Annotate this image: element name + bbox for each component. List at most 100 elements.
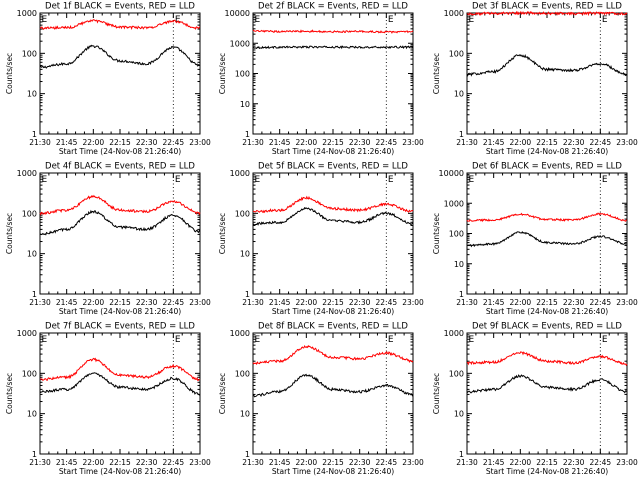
event-marker-label: E bbox=[255, 15, 261, 25]
x-tick-label: 21:45 bbox=[269, 458, 291, 467]
y-axis-label: Counts/sec bbox=[432, 373, 441, 414]
event-marker-label: E bbox=[42, 15, 48, 25]
y-tick-label: 1000 bbox=[444, 329, 464, 338]
x-axis-label: Start Time (24-Nov-08 21:26:40) bbox=[59, 147, 181, 156]
panel-title: Det 2f BLACK = Events, RED = LLD bbox=[258, 2, 408, 12]
series-line-events bbox=[466, 54, 628, 77]
y-tick-label: 100 bbox=[449, 369, 464, 378]
x-tick-label: 22:45 bbox=[590, 458, 612, 467]
y-axis-label: Counts/sec bbox=[218, 213, 227, 254]
y-tick-label: 1 bbox=[245, 130, 250, 139]
x-tick-label: 22:30 bbox=[136, 138, 158, 147]
y-tick-label: 1 bbox=[32, 450, 37, 459]
y-tick-label: 1 bbox=[459, 450, 464, 459]
x-tick-label: 22:30 bbox=[563, 458, 585, 467]
x-tick-label: 21:30 bbox=[29, 138, 51, 147]
y-tick-label: 10 bbox=[240, 250, 250, 259]
x-tick-label: 22:00 bbox=[83, 298, 105, 307]
y-tick-label: 1 bbox=[32, 130, 37, 139]
x-tick-label: 22:15 bbox=[536, 138, 558, 147]
x-tick-label: 21:30 bbox=[29, 458, 51, 467]
series-line-lld bbox=[252, 195, 414, 214]
y-tick-label: 1 bbox=[459, 290, 464, 299]
x-tick-label: 22:30 bbox=[563, 138, 585, 147]
panel-title: Det 9f BLACK = Events, RED = LLD bbox=[472, 322, 622, 332]
x-tick-label: 23:00 bbox=[189, 138, 211, 147]
y-tick-label: 100 bbox=[22, 209, 37, 218]
detector-panel-2: Det 2f BLACK = Events, RED = LLD 1 10 100 10… bbox=[218, 2, 424, 157]
detector-panel-8: Det 8f BLACK = Events, RED = LLD 1 10 100 10… bbox=[218, 322, 424, 477]
panel-title: Det 5f BLACK = Events, RED = LLD bbox=[258, 162, 408, 172]
y-tick-label: 1000 bbox=[17, 329, 37, 338]
panel-title: Det 7f BLACK = Events, RED = LLD bbox=[45, 322, 195, 332]
y-tick-label: 10 bbox=[27, 250, 37, 259]
event-marker-label: E bbox=[388, 15, 394, 25]
event-marker-label: E bbox=[469, 335, 475, 345]
detector-panel-6: Det 6f BLACK = Events, RED = LLD 1 10 100 10… bbox=[432, 162, 638, 317]
y-tick-label: 10 bbox=[27, 410, 37, 419]
event-marker-label: E bbox=[388, 335, 394, 345]
event-marker-label: E bbox=[42, 335, 48, 345]
detector-panel-3: Det 3f BLACK = Events, RED = LLD 1 10 100 10… bbox=[432, 2, 638, 157]
x-tick-label: 21:30 bbox=[456, 298, 478, 307]
x-tick-label: 21:45 bbox=[269, 298, 291, 307]
event-marker-label: E bbox=[255, 175, 261, 185]
x-tick-label: 22:15 bbox=[536, 458, 558, 467]
y-axis-label: Counts/sec bbox=[218, 53, 227, 94]
event-marker-label: E bbox=[175, 335, 181, 345]
x-tick-label: 22:00 bbox=[296, 298, 318, 307]
series-line-lld bbox=[39, 357, 201, 382]
x-tick-label: 22:30 bbox=[136, 458, 158, 467]
panel-title: Det 1f BLACK = Events, RED = LLD bbox=[45, 2, 195, 12]
y-axis-label: Counts/sec bbox=[432, 213, 441, 254]
y-axis-label: Counts/sec bbox=[5, 373, 14, 414]
x-tick-label: 23:00 bbox=[616, 298, 638, 307]
y-tick-label: 1000 bbox=[444, 199, 464, 208]
x-tick-label: 23:00 bbox=[616, 458, 638, 467]
plot-frame bbox=[39, 172, 201, 295]
y-axis-label: Counts/sec bbox=[218, 373, 227, 414]
panel-title: Det 3f BLACK = Events, RED = LLD bbox=[472, 2, 622, 12]
x-tick-label: 22:15 bbox=[109, 138, 131, 147]
x-tick-label: 21:45 bbox=[56, 298, 78, 307]
y-tick-label: 1000 bbox=[230, 39, 250, 48]
x-tick-label: 22:15 bbox=[536, 298, 558, 307]
event-marker-label: E bbox=[388, 175, 394, 185]
y-tick-label: 100 bbox=[449, 49, 464, 58]
x-tick-label: 22:15 bbox=[322, 458, 344, 467]
y-tick-label: 1000 bbox=[444, 9, 464, 18]
x-tick-label: 21:30 bbox=[242, 138, 264, 147]
series-line-lld bbox=[466, 212, 628, 223]
x-tick-label: 21:30 bbox=[29, 298, 51, 307]
series-line-events bbox=[39, 372, 201, 396]
x-tick-label: 22:30 bbox=[349, 138, 371, 147]
x-tick-label: 22:00 bbox=[296, 138, 318, 147]
x-tick-label: 22:30 bbox=[136, 298, 158, 307]
x-tick-label: 22:00 bbox=[510, 298, 532, 307]
x-axis-label: Start Time (24-Nov-08 21:26:40) bbox=[486, 467, 608, 476]
event-marker-label: E bbox=[469, 175, 475, 185]
y-tick-label: 10 bbox=[240, 100, 250, 109]
x-tick-label: 21:45 bbox=[56, 138, 78, 147]
y-tick-label: 1000 bbox=[230, 169, 250, 178]
y-tick-label: 10000 bbox=[225, 9, 250, 18]
series-line-events bbox=[466, 231, 628, 248]
y-tick-label: 1000 bbox=[17, 9, 37, 18]
y-tick-label: 100 bbox=[22, 49, 37, 58]
y-tick-label: 1 bbox=[245, 290, 250, 299]
x-tick-label: 23:00 bbox=[402, 138, 424, 147]
plot-frame bbox=[252, 172, 414, 295]
x-tick-label: 22:00 bbox=[83, 458, 105, 467]
x-axis-label: Start Time (24-Nov-08 21:26:40) bbox=[486, 307, 608, 316]
y-tick-label: 1000 bbox=[17, 169, 37, 178]
y-tick-label: 10000 bbox=[439, 169, 464, 178]
series-line-events bbox=[39, 209, 201, 236]
x-tick-label: 23:00 bbox=[189, 458, 211, 467]
x-tick-label: 22:45 bbox=[590, 138, 612, 147]
y-tick-label: 1 bbox=[245, 450, 250, 459]
x-tick-label: 21:45 bbox=[269, 138, 291, 147]
event-marker-label: E bbox=[175, 15, 181, 25]
y-tick-label: 100 bbox=[449, 230, 464, 239]
x-tick-label: 22:45 bbox=[376, 138, 398, 147]
y-tick-label: 1 bbox=[459, 130, 464, 139]
